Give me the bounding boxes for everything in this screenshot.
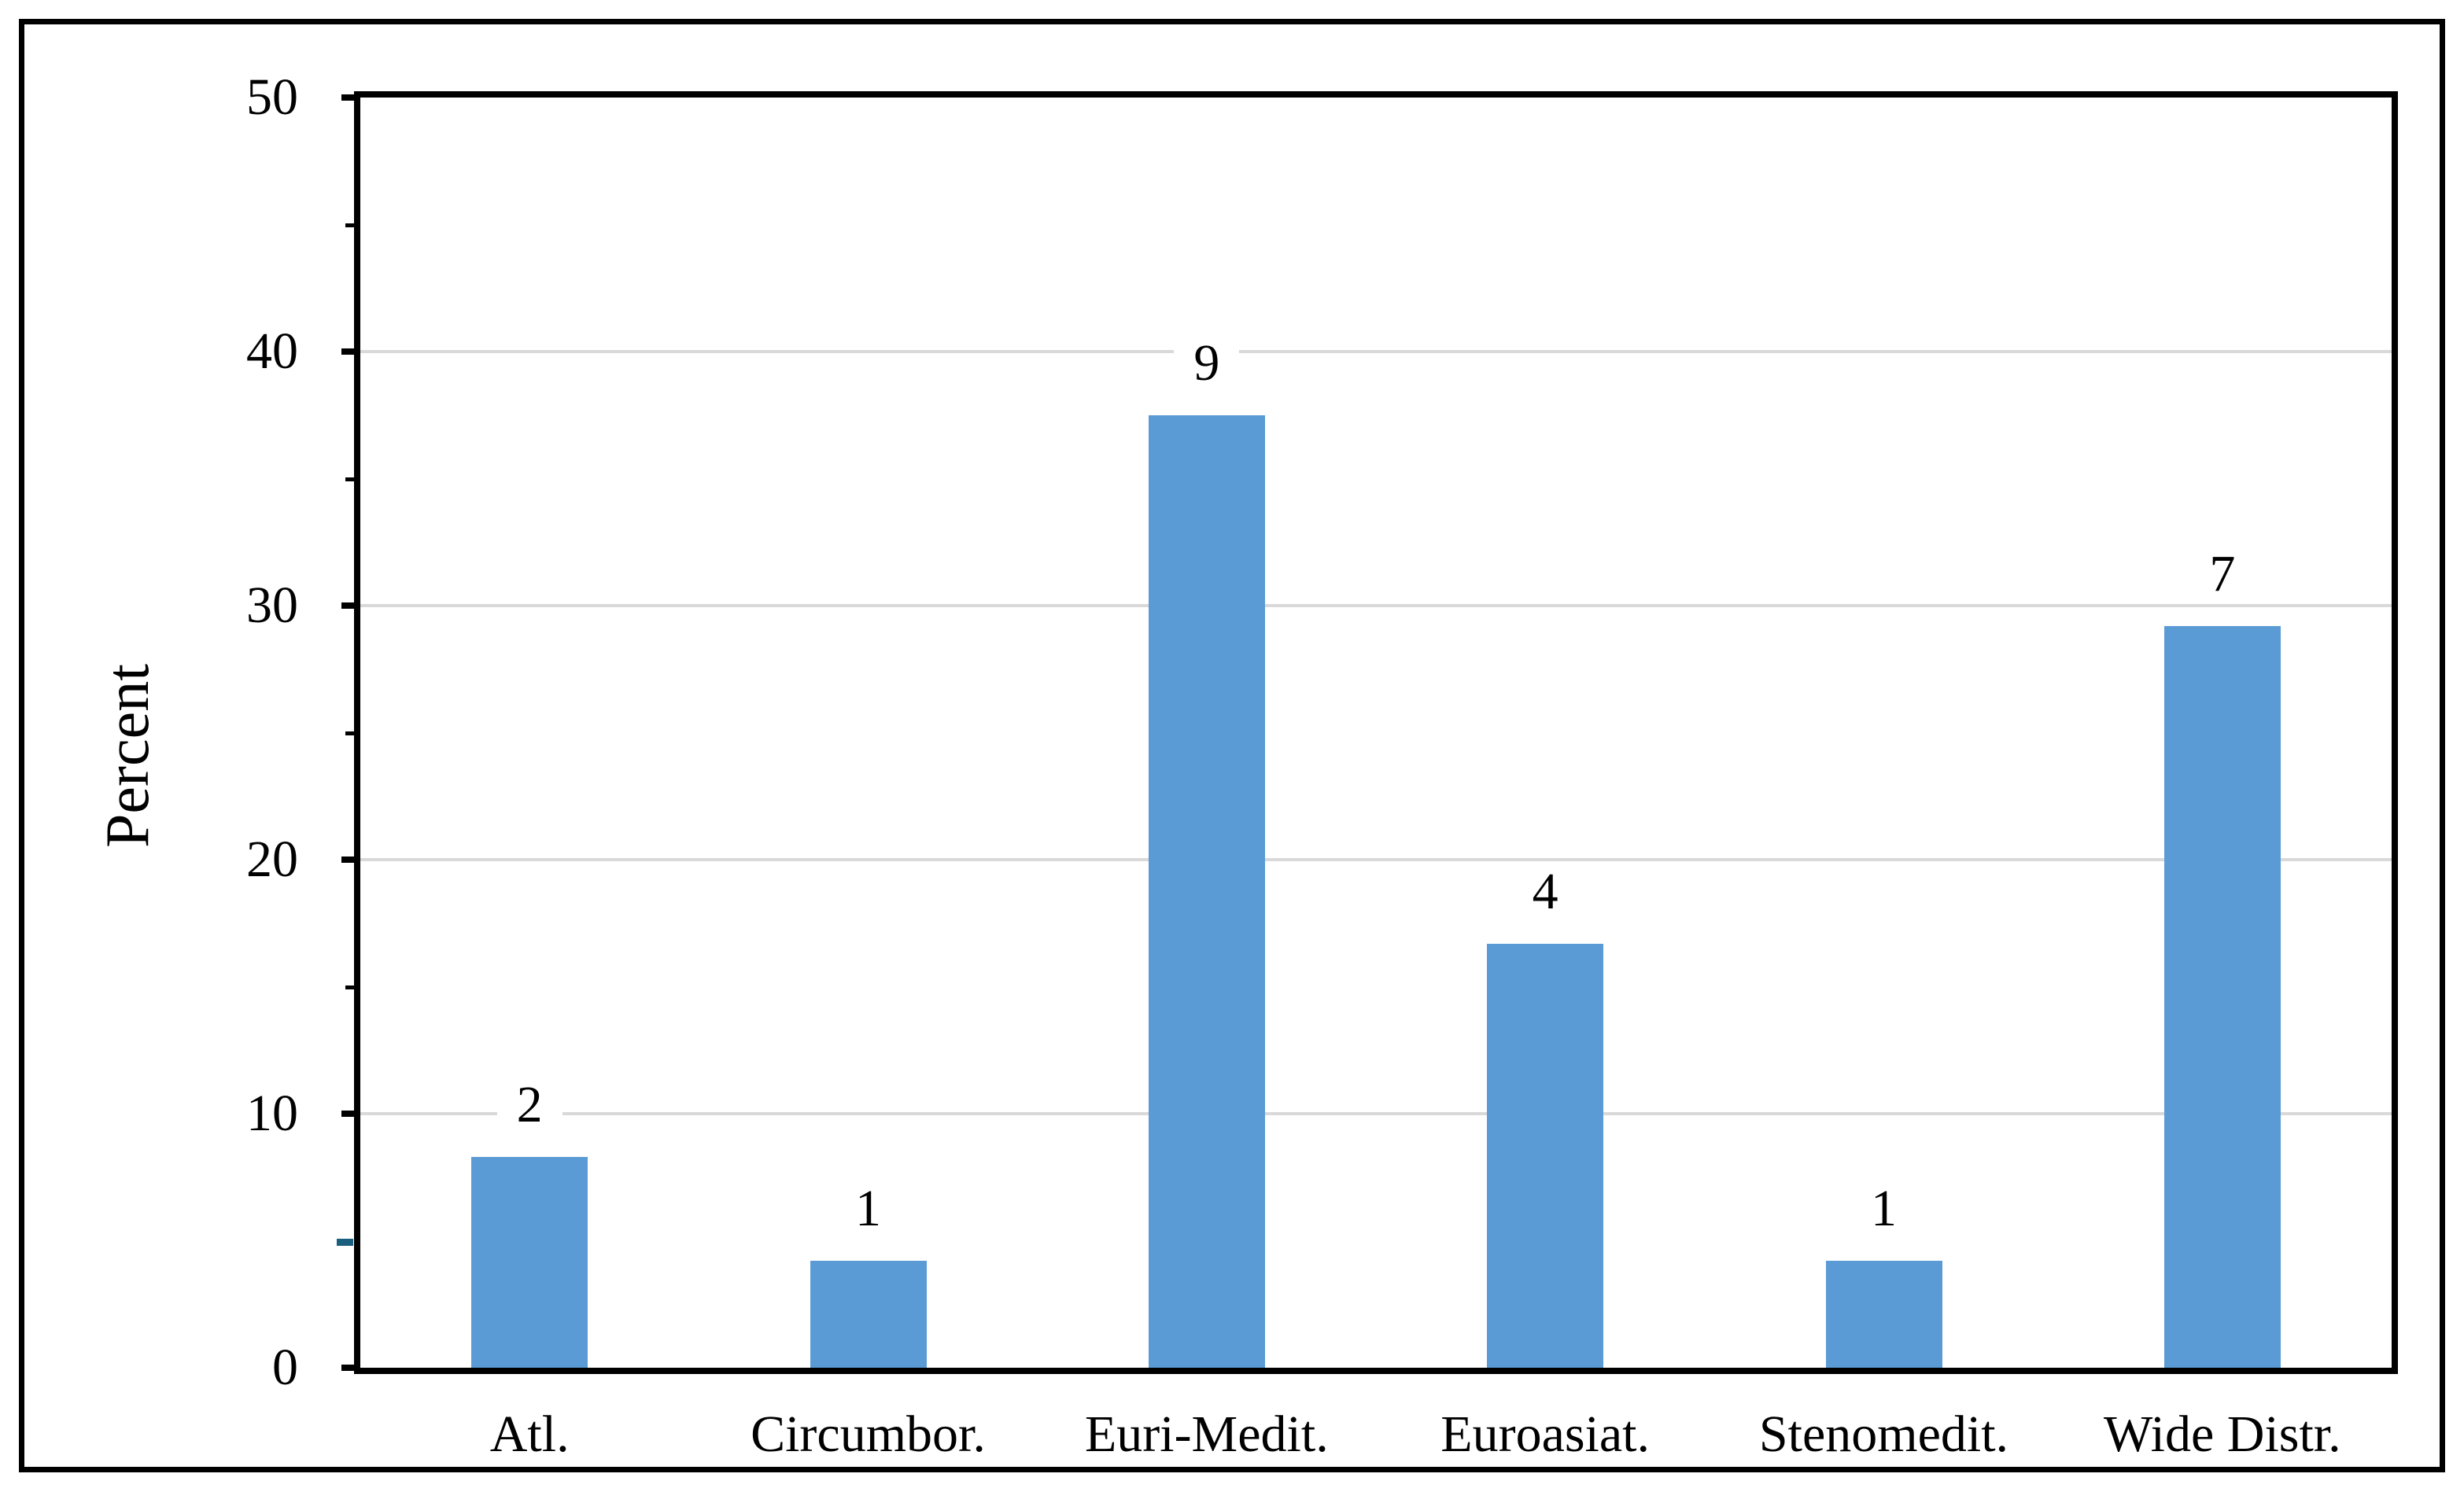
bar-data-label-wrap: 1 <box>1798 1179 1971 1240</box>
bar-data-label-wrap: 7 <box>2136 543 2309 604</box>
bar-wide-distr <box>2163 625 2281 1368</box>
y-axis-tick-label: 50 <box>246 68 298 126</box>
bar-data-label-wrap: 2 <box>443 1074 616 1135</box>
bar-data-label-wrap: 1 <box>782 1179 955 1240</box>
bar-stenomedit <box>1825 1261 1942 1368</box>
x-axis-category-label: Atl. <box>489 1405 570 1463</box>
x-axis-category-label: Wide Distr. <box>2104 1405 2341 1463</box>
bar-data-label: 1 <box>835 1179 901 1240</box>
bar-atl <box>471 1156 588 1368</box>
y-axis-tick-label: 40 <box>246 322 298 380</box>
bar-data-label: 7 <box>2189 543 2256 604</box>
x-axis-category-label: Euroasiat. <box>1440 1405 1651 1463</box>
y-axis-tick-label: 10 <box>246 1085 298 1142</box>
y-axis-minor-tick <box>345 223 356 227</box>
major-gridline <box>360 604 2392 607</box>
y-axis-title: Percent <box>93 664 161 848</box>
plot-area: 0 10 20 30 40 50 2 Atl. 1 Circumbor. 9 Euri-Medit. 4… <box>246 68 2398 1463</box>
y-axis-tick-label: 20 <box>246 831 298 888</box>
stray-blue-tick <box>337 1238 353 1246</box>
major-gridline <box>360 1112 2392 1115</box>
y-axis-minor-tick <box>345 477 356 481</box>
bar-data-label: 1 <box>1851 1179 1916 1240</box>
x-axis-category-label: Stenomedit. <box>1758 1405 2009 1463</box>
bar-data-label: 9 <box>1174 333 1240 393</box>
y-axis-tick-label: 30 <box>246 577 298 634</box>
bar-data-label-wrap: 4 <box>1459 861 1632 922</box>
figure-frame: Percent 0 10 20 30 40 50 2 Atl. 1 Circumbor. 9 Euri… <box>19 19 2445 1472</box>
bar-data-label-wrap: 9 <box>1120 333 1293 393</box>
y-axis-major-tick <box>341 1365 360 1371</box>
y-axis-major-tick <box>341 94 360 101</box>
bar-circumbor <box>810 1261 927 1368</box>
bar-data-label: 2 <box>496 1074 563 1135</box>
y-axis-major-tick <box>341 602 360 609</box>
x-axis-category-label: Circumbor. <box>751 1405 986 1463</box>
x-axis-category-label: Euri-Medit. <box>1084 1405 1329 1463</box>
bar-data-label: 4 <box>1512 861 1578 922</box>
bar-euri-medit <box>1148 414 1265 1368</box>
y-axis-tick-label: 0 <box>272 1339 298 1396</box>
bar-euroasiat <box>1487 943 1604 1368</box>
y-axis-major-tick <box>341 1111 360 1117</box>
y-axis-minor-tick <box>345 731 356 735</box>
y-axis-minor-tick <box>345 985 356 989</box>
major-gridline <box>360 350 2392 353</box>
major-gridline <box>360 858 2392 861</box>
y-axis-major-tick <box>341 348 360 355</box>
y-axis-major-tick <box>341 857 360 863</box>
